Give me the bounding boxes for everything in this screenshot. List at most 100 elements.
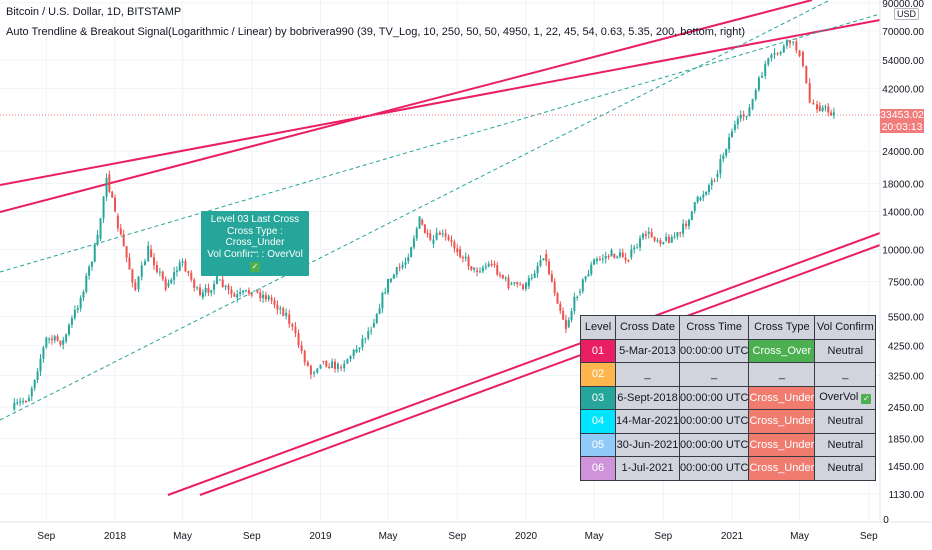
candle-body [319, 364, 322, 369]
candle-body [334, 361, 337, 369]
candle-body [184, 261, 187, 272]
candle-body [387, 278, 390, 293]
candle-body [539, 260, 542, 266]
candle-body [573, 296, 576, 312]
candle-body [450, 239, 453, 242]
y-tick-label: 14000.00 [882, 208, 924, 219]
candle-body [456, 248, 459, 253]
candle-body [665, 236, 668, 241]
candle-body [710, 180, 713, 186]
candle-body [70, 318, 73, 325]
candle-body [233, 294, 236, 297]
table-row: 06 1-Jul-2021 00:00:00 UTC Cross_Under Neutr… [580, 456, 877, 481]
candle-body [627, 259, 630, 262]
candle-body [690, 211, 693, 220]
candle-body [102, 196, 105, 219]
candle-body [412, 238, 415, 248]
candle-body [613, 253, 616, 258]
candle-body [827, 106, 830, 113]
candle-body [30, 388, 33, 397]
candle-body [553, 281, 556, 294]
y-tick-label: 3250.00 [888, 371, 925, 382]
candle-body [247, 290, 250, 294]
candle-body [595, 258, 598, 262]
candle-body [328, 366, 331, 369]
level-cell: 01 [580, 338, 616, 363]
vol-confirm-text: Neutral [827, 415, 864, 428]
candle-body [262, 294, 265, 299]
candle-body [731, 131, 733, 138]
candle-body [76, 308, 79, 310]
candle-body [607, 256, 610, 258]
candle-body [719, 159, 722, 174]
candle-body [438, 232, 441, 235]
candle-body [426, 233, 429, 235]
candle-body [285, 312, 288, 316]
candle-body [601, 258, 604, 260]
cross-type-cell: Cross_Under [748, 456, 816, 481]
vol-confirm-text: Neutral [827, 438, 864, 451]
candle-body [398, 267, 401, 269]
candle-body [707, 185, 710, 193]
y-tick-label: 70000.00 [882, 27, 924, 38]
y-tick-label: 10000.00 [882, 245, 924, 256]
candle-body [550, 274, 553, 282]
x-tick-label: Sep [37, 531, 55, 542]
cross-date-cell: 14-Mar-2021 [615, 409, 680, 434]
candle-body [313, 372, 316, 374]
candle-body [653, 237, 656, 241]
y-tick-label: 42000.00 [882, 84, 924, 95]
candle-body [587, 274, 590, 277]
candle-body [244, 290, 247, 292]
candle-body [325, 361, 328, 367]
candle-body [68, 324, 71, 335]
candle-body [36, 371, 39, 380]
time-axis[interactable]: Sep 2018 May Sep 2019 May Sep 2020 May Sep 2021 May… [37, 531, 878, 542]
candle-body [50, 338, 53, 341]
candle-body [481, 267, 484, 272]
candle-body [513, 282, 516, 284]
candle-body [306, 362, 309, 366]
currency-label[interactable]: USD [894, 8, 920, 20]
y-tick-label: 18000.00 [882, 179, 924, 190]
candle-body [164, 279, 167, 290]
candle-body [331, 361, 334, 369]
candle-body [193, 279, 196, 288]
cross-type-cell: Cross_Over [748, 338, 816, 363]
candle-body [207, 288, 210, 293]
level-cell: 06 [580, 456, 616, 481]
candle-body [201, 292, 204, 298]
candle-body [507, 277, 510, 289]
y-tick-label: 5500.00 [888, 312, 925, 323]
candle-body [751, 99, 754, 109]
candle-body [190, 272, 193, 280]
candle-body [358, 347, 361, 350]
x-tick-label: May [173, 531, 192, 542]
candle-body [370, 330, 373, 332]
candle-body [650, 231, 653, 238]
y-tick-label: 24000.00 [882, 147, 924, 158]
indicator-title[interactable]: Auto Trendline & Breakout Signal(Logarit… [6, 26, 746, 38]
x-tick-label: May [790, 531, 809, 542]
candle-body [801, 52, 804, 66]
y-tick-label-zero: 0 [883, 515, 889, 526]
candle-body [659, 240, 662, 244]
candle-body [316, 368, 319, 373]
candle-body [158, 271, 161, 273]
candle-body [173, 271, 176, 280]
candle-body [435, 232, 438, 240]
candle-body [761, 75, 764, 78]
candle-body [108, 174, 111, 192]
candle-body [504, 277, 507, 279]
candle-body [294, 326, 297, 334]
candle-body [545, 253, 548, 262]
x-tick-label: May [379, 531, 398, 542]
candle-body [821, 107, 824, 111]
candle-body [798, 50, 801, 57]
symbol-title[interactable]: Bitcoin / U.S. Dollar, 1D, BITSTAMP [6, 6, 182, 18]
candle-body [267, 296, 270, 300]
price-axis[interactable]: 1130.00 1450.00 1850.00 2450.00 3250.00 4250.… [882, 0, 924, 526]
candle-body [39, 358, 42, 372]
candle-body [639, 238, 642, 248]
